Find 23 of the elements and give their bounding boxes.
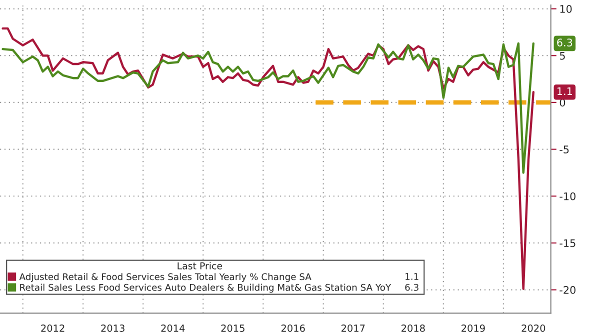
annotation: 6.3 (557, 38, 572, 46)
x-tick-label: 2015 (221, 324, 244, 332)
x-tick-label: 2019 (462, 324, 485, 332)
y-tick-label: 5 (560, 52, 565, 60)
legend-label: Adjusted Retail & Food Services Sales Total Yearly % Change SA (19, 273, 312, 282)
annotation: 1.1 (406, 273, 418, 280)
x-tick-label: 2014 (161, 324, 185, 332)
x-tick-label: 2020 (522, 324, 546, 332)
x-tick-label: 2018 (402, 324, 425, 332)
y-tick-label: -15 (560, 239, 576, 248)
x-tick-label: 2017 (341, 324, 365, 332)
annotation: 1.1 (558, 87, 572, 96)
legend-label: Retail Sales Less Food Services Auto Dealers & Building Mat& Gas Station SA YoY (20, 284, 392, 293)
legend-title: Last Price (178, 262, 222, 270)
annotation: 6.3 (405, 284, 418, 291)
y-tick-label: 10 (560, 5, 572, 13)
y-tick-label: -10 (560, 192, 576, 200)
x-tick-label: 2013 (101, 324, 124, 332)
line-series (2, 42, 535, 174)
x-tick-label: 2016 (281, 324, 305, 332)
y-tick-label: -5 (560, 146, 569, 154)
x-tick-label: 2012 (41, 324, 64, 332)
y-tick-label: -20 (560, 286, 576, 294)
